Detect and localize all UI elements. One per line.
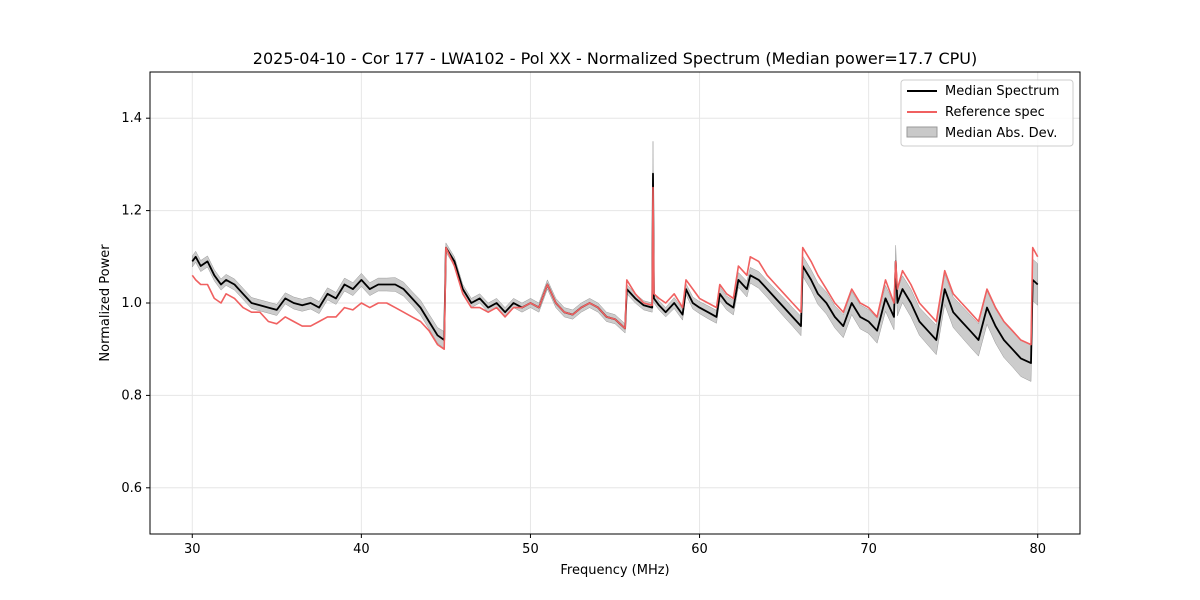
x-tick-label: 50 bbox=[522, 542, 539, 557]
y-axis-ticks: 0.6 0.8 1.0 1.2 1.4 bbox=[121, 111, 150, 496]
x-tick-label: 60 bbox=[691, 542, 708, 557]
y-tick-label: 0.6 bbox=[121, 481, 142, 496]
y-axis-label: Normalized Power bbox=[98, 244, 113, 362]
x-axis-ticks: 30 40 50 60 70 80 bbox=[184, 534, 1046, 557]
legend-swatch-mad bbox=[906, 126, 938, 138]
y-tick-label: 1.2 bbox=[121, 204, 142, 219]
x-tick-label: 80 bbox=[1029, 542, 1046, 557]
x-tick-label: 30 bbox=[184, 542, 201, 557]
y-tick-label: 1.0 bbox=[121, 296, 142, 311]
legend-label-median: Median Spectrum bbox=[945, 84, 1059, 99]
legend-label-mad: Median Abs. Dev. bbox=[945, 126, 1057, 141]
legend-box bbox=[900, 79, 1074, 147]
y-tick-label: 0.8 bbox=[121, 388, 142, 403]
y-tick-label: 1.4 bbox=[121, 111, 142, 126]
legend-label-reference: Reference spec bbox=[945, 105, 1045, 120]
chart-title: 2025-04-10 - Cor 177 - LWA102 - Pol XX -… bbox=[253, 49, 977, 68]
x-tick-label: 40 bbox=[353, 542, 370, 557]
reference-spectrum-line bbox=[191, 186, 1039, 351]
x-tick-label: 70 bbox=[860, 542, 877, 557]
mad-band bbox=[192, 141, 1038, 382]
x-axis-label: Frequency (MHz) bbox=[560, 563, 669, 578]
legend: Median Spectrum Reference spec Median Ab… bbox=[900, 79, 1074, 147]
